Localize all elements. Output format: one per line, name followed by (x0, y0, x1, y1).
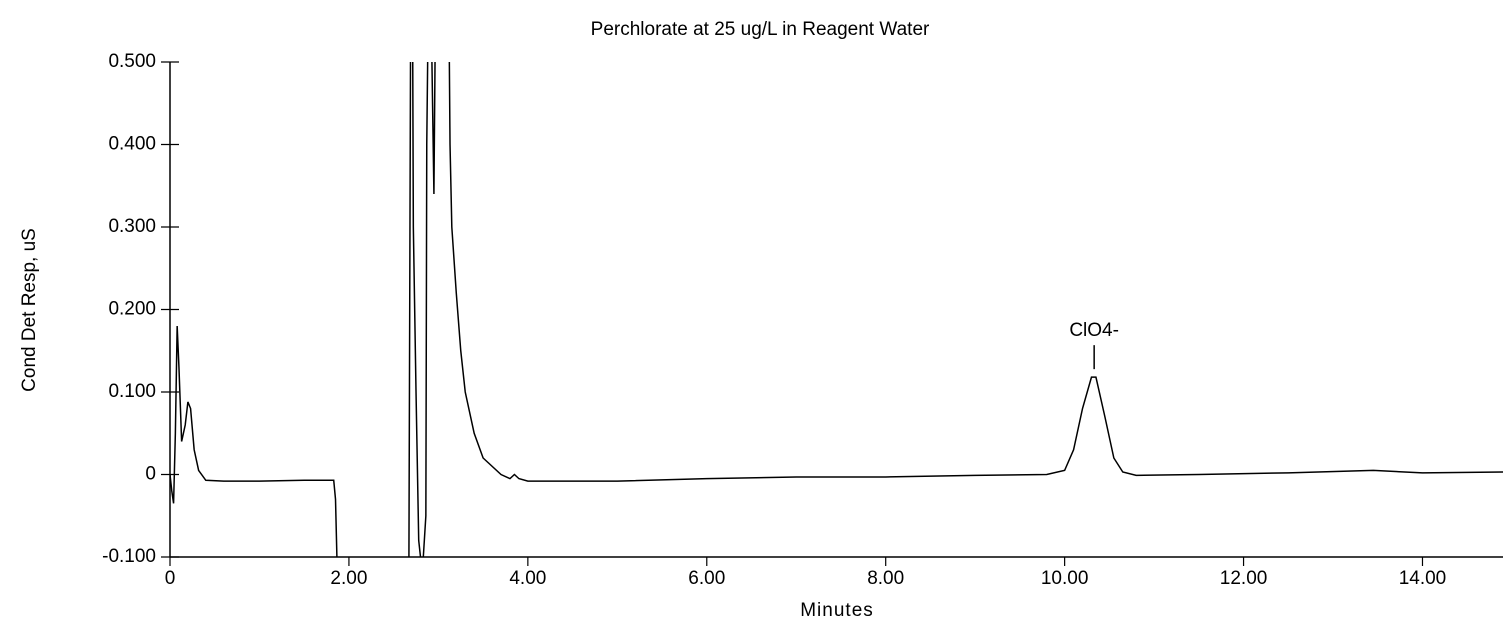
y-tick-label: 0 (145, 464, 156, 485)
y-tick-label: 0.300 (108, 216, 156, 237)
y-tick-label: 0.200 (108, 299, 156, 320)
x-axis-label: Minutes (800, 600, 874, 621)
y-tick-label: 0.100 (108, 381, 156, 402)
x-tick-label: 10.00 (1041, 568, 1089, 589)
x-tick-label: 8.00 (867, 568, 904, 589)
x-tick-label: 6.00 (688, 568, 725, 589)
chart-title: Perchlorate at 25 ug/L in Reagent Water (591, 19, 930, 40)
annotation-label: ClO4- (1069, 320, 1119, 341)
x-tick-label: 14.00 (1399, 568, 1447, 589)
x-tick-label: 12.00 (1220, 568, 1268, 589)
x-tick-label: 4.00 (509, 568, 546, 589)
x-tick-label: 0 (165, 568, 176, 589)
data-line (170, 62, 1503, 557)
y-axis-label: Cond Det Resp, uS (19, 228, 40, 392)
y-tick-label: -0.100 (102, 546, 156, 567)
y-tick-label: 0.500 (108, 51, 156, 72)
y-tick-label: 0.400 (108, 134, 156, 155)
x-tick-label: 2.00 (330, 568, 367, 589)
